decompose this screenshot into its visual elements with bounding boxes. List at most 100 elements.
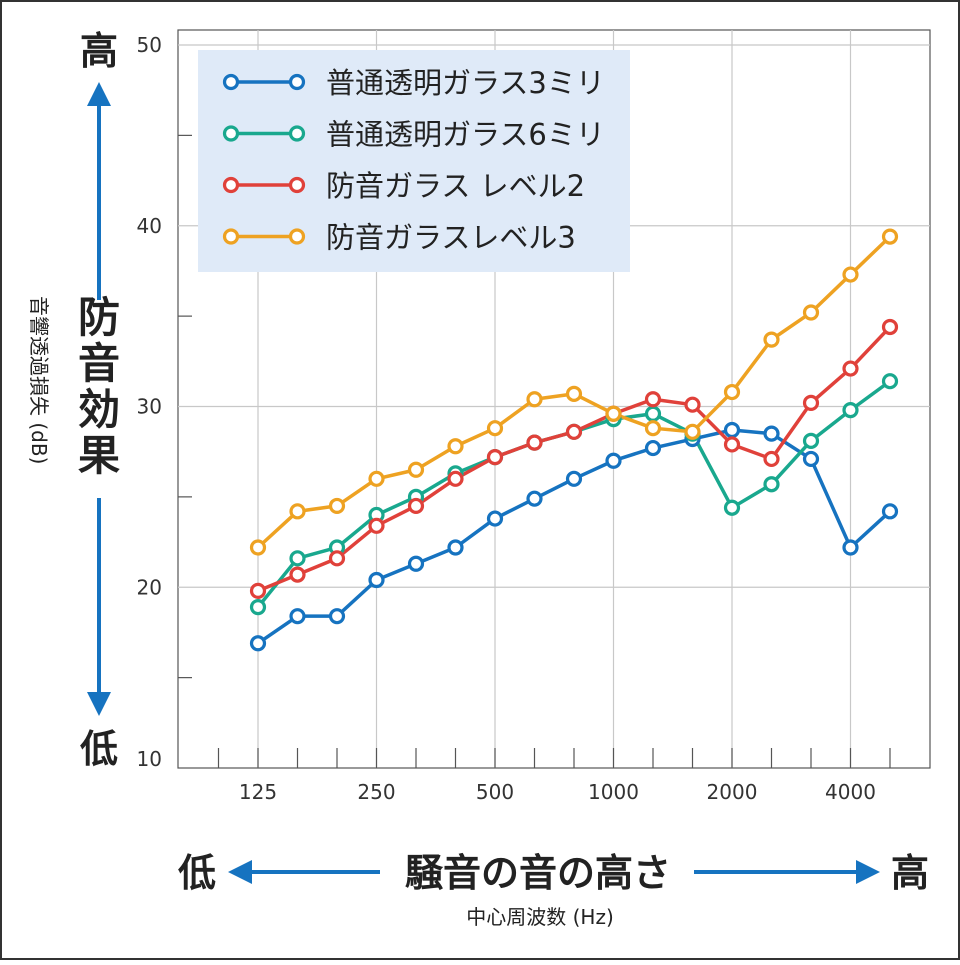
series-4-point [526, 391, 543, 408]
x-tick-label: 500 [476, 780, 514, 804]
y-tick-label: 30 [137, 395, 162, 419]
series-1-point [289, 608, 306, 625]
x-axis-label: 中心周波数 (Hz) [466, 905, 614, 929]
series-3-point [763, 450, 780, 468]
series-3-point [368, 517, 385, 534]
series-2-point [763, 476, 780, 493]
y-effect-label: 防音効果 [78, 293, 120, 480]
series-3-point [684, 396, 701, 413]
x-tick-label: 2000 [707, 780, 758, 804]
series-1-point [486, 510, 504, 527]
legend-swatch-marker [222, 176, 240, 194]
series-1-point [565, 470, 583, 487]
y-effect-char: 防 [78, 293, 120, 342]
series-1-point [526, 490, 543, 507]
y-axis-label: 音響透過損失 (dB) [27, 296, 51, 464]
series-1-point [407, 555, 425, 572]
y-effect-annotation: 高 防音効果 低 [78, 29, 120, 771]
series-4-point [684, 423, 701, 440]
series-2-point [289, 550, 306, 567]
series-2-point [723, 499, 741, 516]
y-low-label: 低 [80, 727, 118, 771]
series-3-point [249, 582, 267, 599]
legend-label: 普通透明ガラス6ミリ [326, 118, 605, 152]
x-low-label: 低 [178, 851, 216, 895]
series-4-point [249, 539, 267, 556]
series-4-point [407, 461, 425, 478]
series-3-point [526, 434, 543, 451]
y-high-label: 高 [80, 29, 118, 73]
y-effect-char: 果 [78, 431, 120, 480]
legend-label: 防音ガラスレベル3 [326, 221, 576, 255]
legend-swatch-marker [288, 125, 306, 142]
x-tick-label: 125 [239, 780, 277, 804]
series-3-point [802, 394, 820, 411]
series-3-point [289, 566, 306, 583]
series-4-point [486, 420, 504, 437]
x-tick-labels: 125 250 500 1000 2000 4000 [239, 780, 876, 804]
series-3-point [407, 497, 425, 515]
series-1-point [842, 539, 859, 556]
legend-label: 防音ガラス レベル2 [326, 169, 585, 203]
series-4-point [842, 266, 859, 283]
series-4-point [802, 304, 820, 321]
series-2-point [802, 432, 820, 449]
y-tick-label: 50 [137, 33, 162, 57]
legend-swatch-marker [288, 228, 306, 245]
series-3-point [565, 423, 583, 440]
series-1-point [723, 421, 741, 439]
series-4-point [644, 420, 662, 437]
y-effect-char: 音 [78, 339, 120, 388]
series-1-point [368, 571, 385, 589]
series-4-point [368, 470, 385, 487]
y-tick-label: 40 [137, 214, 162, 238]
legend-swatch-marker [222, 228, 240, 245]
series-layer [249, 228, 899, 652]
legend-label: 普通透明ガラス3ミリ [326, 66, 605, 100]
series-4-point [723, 383, 741, 401]
series-1-point [763, 425, 780, 442]
y-tick-label: 20 [137, 575, 162, 599]
series-3-point [842, 360, 859, 377]
x-pitch-annotation: 低 騒音の音の高さ 高 [178, 851, 929, 895]
series-3-point [881, 318, 899, 336]
series-3-point [447, 470, 464, 487]
series-4-point [881, 228, 899, 245]
series-3-point [644, 391, 662, 408]
series-4-point [763, 331, 780, 348]
series-3-point [723, 436, 741, 453]
series-2-point [842, 402, 859, 419]
x-tick-label: 1000 [588, 780, 639, 804]
x-tick-label: 250 [357, 780, 395, 804]
series-3-point [328, 550, 346, 567]
x-tick-label: 4000 [825, 780, 876, 804]
series-1-point [644, 439, 662, 457]
y-tick-label: 10 [137, 747, 162, 771]
legend-swatch-marker [222, 125, 240, 142]
series-2-point [249, 599, 267, 616]
series-4-point [328, 497, 346, 515]
series-2-point [644, 405, 662, 422]
series-4-point [605, 405, 622, 422]
series-1-point [447, 539, 464, 556]
legend-swatch-marker [288, 176, 306, 194]
legend-swatch-marker [288, 73, 306, 91]
series-2-point [881, 373, 899, 390]
series-1-point [802, 450, 820, 468]
series-1-point [249, 635, 267, 652]
y-tick-labels: 10 20 30 40 50 [137, 33, 162, 771]
series-3-point [486, 449, 504, 466]
series-1-point [605, 452, 622, 469]
x-high-label: 高 [891, 851, 929, 895]
x-pitch-title: 騒音の音の高さ [405, 851, 671, 895]
series-1-point [328, 608, 346, 625]
y-effect-char: 効 [78, 385, 120, 434]
legend-swatch-marker [222, 73, 240, 91]
series-1-point [881, 503, 899, 520]
series-4-point [565, 385, 583, 402]
series-4-point [289, 503, 306, 520]
series-4-point [447, 438, 464, 455]
